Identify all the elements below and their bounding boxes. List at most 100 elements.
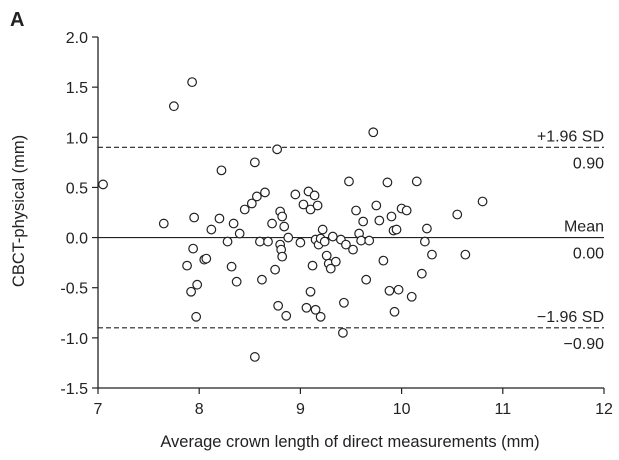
data-point [312,200,323,211]
data-point [267,218,277,229]
data-point [422,223,432,234]
ref-line-value: −0.90 [564,336,605,353]
data-point [216,165,227,176]
data-point [406,291,417,302]
data-point [348,244,358,255]
data-point [226,261,237,272]
data-point [187,77,198,88]
x-tick-label: 12 [595,401,613,418]
y-tick-label: 0.0 [66,231,88,248]
y-tick-label: 0.5 [66,180,88,197]
data-point [206,224,217,235]
data-point [374,215,385,226]
y-tick-label: 2.0 [66,30,88,47]
data-point [321,250,332,261]
data-point [188,243,199,254]
x-tick-label: 9 [296,401,305,418]
data-point [191,311,202,322]
data-point [279,221,290,232]
data-point [401,205,412,216]
data-point [386,211,397,222]
data-point [325,263,336,274]
data-point [307,260,318,271]
data-point [98,179,108,190]
data-point [231,276,242,287]
ref-line-label: +1.96 SD [537,128,604,145]
data-point [251,191,262,202]
panel-label: A [10,9,24,31]
data-point [239,204,250,215]
data-point [309,190,320,201]
data-point [305,286,316,297]
data-point [260,187,270,198]
data-point [371,200,382,211]
data-point [344,176,354,187]
data-point [338,327,348,338]
x-tick-label: 8 [195,401,204,418]
data-point [214,213,225,224]
data-point [273,300,284,311]
data-point [378,255,389,266]
data-point [249,352,260,362]
x-tick-label: 10 [393,401,411,418]
data-point [222,236,233,247]
data-point [319,236,330,247]
data-point [263,236,273,247]
data-point [228,218,239,229]
data-point [356,235,367,246]
data-point [389,306,400,317]
data-point [460,249,471,260]
data-point [270,264,281,275]
reference-lines: +1.96 SD 0.90 Mean 0.00 −1.96 SD −0.90 [98,128,604,353]
data-point [393,284,404,295]
data-point [234,228,245,239]
data-point [277,251,288,262]
data-point [186,286,197,297]
ref-line-label: −1.96 SD [537,309,604,326]
data-point [351,205,361,216]
data-point [427,249,437,260]
data-point [301,302,312,313]
data-point [477,196,488,207]
data-point [283,232,294,243]
data-point [158,218,169,229]
y-axis-title: CBCT-physical (mm) [10,135,28,287]
data-point [327,231,338,242]
data-point [168,101,179,112]
axes: 2.0 1.5 1.0 0.5 0.0 -0.5 -1.0 -1.5 7 8 9 10 11 12 [60,30,613,418]
x-tick-label: 11 [494,401,511,418]
x-tick-label: 7 [94,401,103,418]
data-point [192,279,203,290]
data-point [272,144,283,155]
data-point [384,285,395,296]
x-axis-title: Average crown length of direct measureme… [160,433,539,451]
data-point [317,224,328,235]
data-point [310,304,321,315]
data-point [358,216,369,227]
ref-line-value: 0.90 [573,155,604,172]
y-tick-label: -0.5 [60,281,88,298]
data-point [277,211,288,222]
data-point [182,260,192,271]
ref-line-value: 0.00 [573,246,604,263]
data-point [295,237,306,248]
data-point [330,256,341,267]
data-point [249,157,260,168]
y-tick-label: -1.0 [60,331,88,348]
data-point [189,212,200,223]
data-point [246,198,257,209]
y-tick-label: -1.5 [60,381,88,398]
data-point [364,235,375,246]
data-point [339,297,349,308]
ref-line-label: Mean [564,219,604,236]
data-point [255,236,265,247]
data-points [98,77,488,362]
y-tick-label: 1.0 [66,130,88,147]
data-point [298,199,309,210]
data-point [419,236,430,247]
data-point [281,310,292,321]
y-tick-label: 1.5 [66,80,88,97]
data-point [411,176,422,187]
data-point [452,209,463,220]
